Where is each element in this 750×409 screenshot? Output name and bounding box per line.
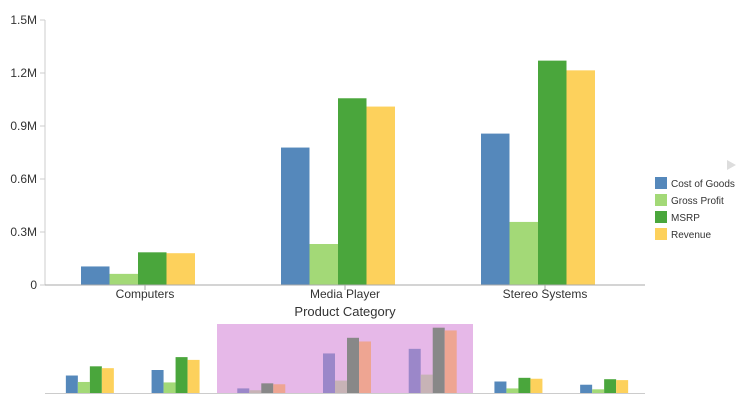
overview-bar [408, 348, 421, 393]
overview-bar [101, 368, 114, 393]
bar [509, 221, 538, 285]
bar [81, 266, 110, 285]
legend-swatch [655, 177, 667, 189]
bar [538, 60, 567, 286]
overview-bar [494, 381, 507, 393]
range-selector-bars [65, 327, 629, 393]
legend-swatch [655, 194, 667, 206]
overview-bar [432, 327, 445, 393]
bars [81, 60, 595, 286]
legend-swatch [655, 211, 667, 223]
overview-bar [261, 383, 274, 393]
plot-area: 0 0.3M 0.6M 0.9M 1.2M 1.5M Computers Media Pla… [10, 13, 645, 319]
y-tick-label: 0 [30, 278, 37, 292]
overview-bar [580, 384, 593, 393]
y-tick-label: 0.3M [10, 225, 37, 239]
x-axis-ticks: Computers Media Player Stereo Systems [116, 285, 588, 301]
overview-bar [175, 357, 188, 393]
bar [166, 253, 195, 285]
bar [366, 106, 395, 285]
overview-bar [518, 377, 531, 393]
x-axis-title: Product Category [294, 304, 396, 319]
overview-bar [616, 380, 629, 393]
overview-bar [77, 381, 90, 393]
overview-bar [187, 359, 200, 393]
y-axis-ticks: 0 0.3M 0.6M 0.9M 1.2M 1.5M [10, 13, 45, 292]
range-selector[interactable] [45, 324, 645, 394]
y-tick-label: 1.2M [10, 66, 37, 80]
x-tick-label: Stereo Systems [503, 287, 588, 301]
x-tick-label: Media Player [310, 287, 380, 301]
legend: Cost of Goods Gross Profit MSRP Revenue [655, 160, 736, 241]
y-tick-label: 0.9M [10, 119, 37, 133]
bar [281, 147, 310, 285]
bar [138, 252, 167, 285]
legend-label: Gross Profit [671, 196, 724, 207]
overview-bar [444, 330, 457, 393]
overview-bar [249, 390, 262, 393]
overview-bar [323, 353, 335, 393]
legend-swatch [655, 228, 667, 240]
bar [109, 273, 138, 285]
overview-bar [530, 378, 543, 393]
bar [566, 70, 595, 285]
y-tick-label: 1.5M [10, 13, 37, 27]
overview-bar [273, 384, 286, 393]
overview-bar [151, 370, 164, 393]
overview-bar [163, 382, 176, 393]
legend-label: Revenue [671, 230, 711, 241]
legend-label: MSRP [671, 213, 700, 224]
overview-bar [335, 380, 347, 393]
bar [309, 244, 338, 285]
x-tick-label: Computers [116, 287, 175, 301]
overview-bar [89, 366, 102, 393]
overview-bar [592, 389, 605, 393]
bar [338, 98, 367, 285]
overview-bar [65, 375, 78, 393]
overview-bar [420, 374, 433, 393]
overview-bar [237, 388, 250, 393]
overview-bar [347, 337, 359, 393]
overview-bar [506, 388, 519, 393]
overview-bar [604, 379, 617, 393]
overview-bar [359, 341, 371, 393]
y-tick-label: 0.6M [10, 172, 37, 186]
bar [481, 133, 510, 285]
legend-scroll-arrow-icon[interactable] [727, 160, 736, 170]
legend-label: Cost of Goods [671, 179, 735, 190]
